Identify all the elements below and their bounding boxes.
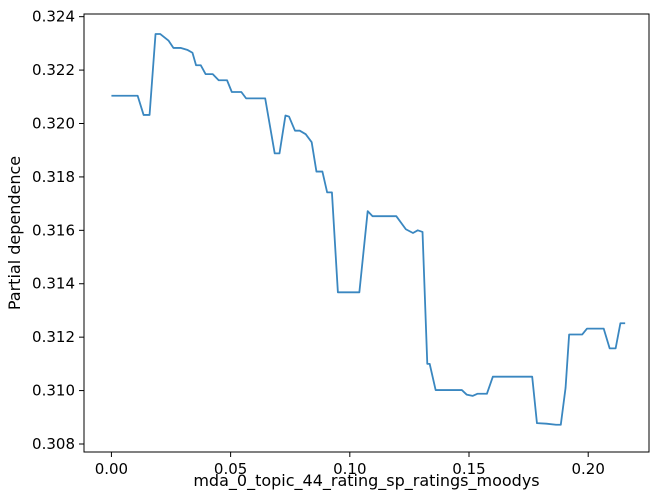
y-tick-label: 0.322 <box>32 61 75 79</box>
x-tick-label: 0.15 <box>452 460 485 478</box>
y-tick-label: 0.324 <box>32 8 75 26</box>
plot-area-frame <box>83 13 650 453</box>
y-tick-label: 0.318 <box>32 168 75 186</box>
y-tick-label: 0.320 <box>32 115 75 133</box>
x-axis-ticks: 0.00 0.05 0.10 0.15 0.20 <box>95 452 605 478</box>
y-axis-label: Partial dependence <box>5 156 24 310</box>
x-axis-label: mda_0_topic_44_rating_sp_ratings_moodys <box>193 471 539 491</box>
x-tick-label: 0.05 <box>214 460 247 478</box>
y-tick-label: 0.308 <box>32 435 75 453</box>
partial-dependence-line <box>111 33 626 426</box>
y-tick-label: 0.316 <box>32 221 75 239</box>
x-tick-label: 0.00 <box>95 460 128 478</box>
y-axis-ticks: 0.308 0.310 0.312 0.314 0.316 0.318 0.320 0.322… <box>32 8 84 453</box>
y-tick-label: 0.314 <box>32 275 75 293</box>
x-tick-label: 0.10 <box>333 460 366 478</box>
x-tick-label: 0.20 <box>572 460 605 478</box>
y-tick-label: 0.310 <box>32 382 75 400</box>
y-tick-label: 0.312 <box>32 328 75 346</box>
